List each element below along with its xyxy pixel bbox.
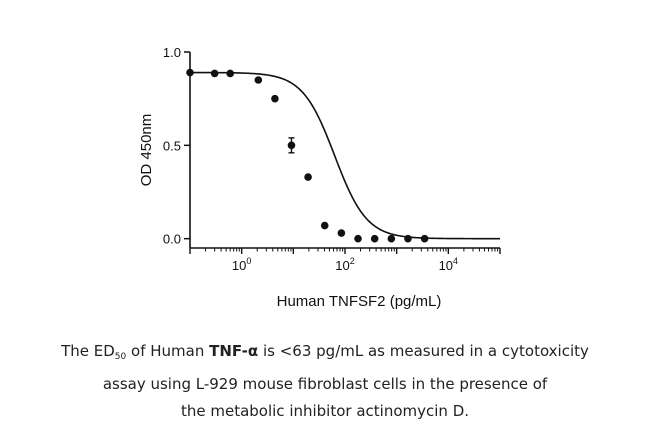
data-point xyxy=(420,234,429,243)
x-axis-label: Human TNFSF2 (pg/mL) xyxy=(277,293,442,310)
data-point xyxy=(254,76,263,84)
data-point xyxy=(186,68,194,77)
axes: 0.0 0.5 1.0 100 102 104 xyxy=(163,45,501,273)
data-point xyxy=(320,221,329,230)
data-point xyxy=(226,69,235,78)
caption-line-3: the metabolic inhibitor actinomycin D. xyxy=(180,402,470,420)
fit-curve-layer xyxy=(189,71,500,240)
y-tick-label: 0.5 xyxy=(163,138,181,153)
caption-subscript: 50 xyxy=(114,352,127,362)
caption-line-2: assay using L-929 mouse fibroblast cells… xyxy=(102,375,548,393)
caption-text: The ED xyxy=(61,342,115,360)
data-point xyxy=(287,141,296,150)
y-axis-label: OD 450nm xyxy=(138,114,155,187)
caption-bold-protein: TNF-α xyxy=(209,342,259,360)
data-point xyxy=(404,234,412,243)
figure-caption: The ED50 of Human TNF-α is <63 pg/mL as … xyxy=(0,338,650,425)
data-point xyxy=(271,94,279,103)
data-point xyxy=(387,234,396,243)
dose-response-chart: 0.0 0.5 1.0 100 102 104 OD 450nm Human TNFSF2… xyxy=(138,45,501,310)
data-point xyxy=(304,173,312,181)
x-tick-label: 100 xyxy=(232,256,251,273)
y-tick-label: 0.0 xyxy=(163,232,181,247)
data-point xyxy=(337,229,346,237)
y-tick-label: 1.0 xyxy=(163,45,181,60)
data-points-layer xyxy=(186,68,429,243)
caption-text: of Human xyxy=(126,342,210,360)
x-tick-label: 104 xyxy=(439,256,458,273)
caption-text: is <63 pg/mL as measured in a cytotoxici… xyxy=(258,342,589,360)
caption-line-1: The ED50 of Human TNF-α is <63 pg/mL as … xyxy=(0,338,650,371)
data-point xyxy=(354,234,362,243)
fit-curve xyxy=(189,71,500,240)
data-point xyxy=(370,234,379,243)
x-tick-label: 102 xyxy=(335,256,354,273)
data-point xyxy=(210,69,219,78)
